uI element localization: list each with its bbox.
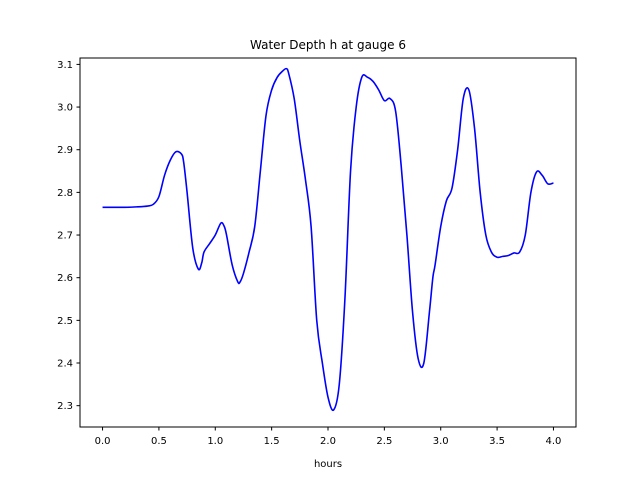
y-tick-label: 2.7 <box>57 231 73 242</box>
x-axis-title: hours <box>314 459 342 470</box>
x-tick-label: 0.5 <box>151 436 167 447</box>
x-axis: 0.0 0.5 1.0 1.5 2.0 2.5 3.0 3.5 4.0 <box>95 427 562 447</box>
x-tick-label: 2.0 <box>320 436 336 447</box>
y-tick-label: 2.9 <box>57 145 73 156</box>
x-tick-label: 4.0 <box>546 436 562 447</box>
plot-area-frame <box>79 57 577 428</box>
y-axis: 2.3 2.4 2.5 2.6 2.7 2.8 2.9 3.0 3.1 <box>57 60 80 412</box>
x-tick-label: 1.5 <box>264 436 280 447</box>
x-tick-label: 0.0 <box>95 436 111 447</box>
y-tick-label: 2.3 <box>57 401 73 412</box>
y-tick-label: 2.4 <box>57 359 73 370</box>
chart-title: Water Depth h at gauge 6 <box>250 38 406 52</box>
y-tick-label: 3.0 <box>57 103 73 114</box>
y-tick-label: 3.1 <box>57 60 73 71</box>
y-tick-label: 2.6 <box>57 273 73 284</box>
series-line <box>102 67 554 412</box>
x-tick-label: 3.5 <box>489 436 505 447</box>
y-tick-label: 2.5 <box>57 316 73 327</box>
x-tick-label: 3.0 <box>433 436 449 447</box>
x-tick-label: 2.5 <box>376 436 392 447</box>
x-tick-label: 1.0 <box>207 436 223 447</box>
y-tick-label: 2.8 <box>57 188 73 199</box>
